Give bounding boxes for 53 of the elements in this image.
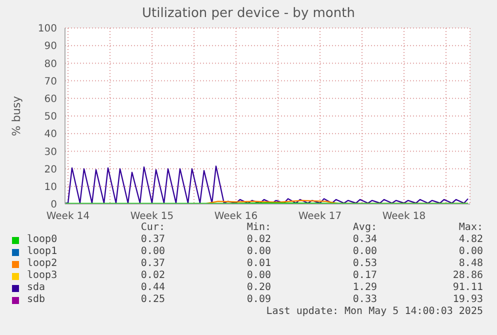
legend-label: loop1 [27, 246, 58, 258]
text: 0.25 [140, 294, 165, 306]
text: 0.20 [246, 282, 271, 294]
legend-label: loop0 [27, 234, 58, 246]
text: 8.48 [458, 258, 483, 270]
y-tick-label: 100 [38, 24, 57, 35]
text: 4.82 [458, 234, 483, 246]
text: 0.02 [246, 234, 271, 246]
y-tick-label: 0 [50, 200, 57, 211]
chart-title: Utilization per device - by month [141, 6, 356, 21]
y-tick-label: 10 [44, 182, 57, 193]
text: 0.53 [352, 258, 377, 270]
text: 0.00 [246, 246, 271, 258]
text: 28.86 [452, 270, 483, 282]
text: 0.37 [140, 258, 165, 270]
text: 0.02 [140, 270, 165, 282]
y-tick-label: 80 [44, 58, 57, 70]
x-tick-label: Week 14 [46, 211, 90, 222]
text: 0.00 [140, 246, 165, 258]
text: Avg: [352, 222, 377, 234]
y-axis-title: % busy [10, 95, 23, 136]
y-tick-label: 40 [44, 129, 57, 140]
text: 0.17 [352, 270, 377, 282]
y-tick-label: 30 [44, 146, 57, 158]
text: 0.09 [246, 294, 271, 306]
text: Min: [246, 222, 271, 234]
text: Max: [458, 222, 483, 234]
text: Last update: Mon May 5 14:00:03 2025 [265, 306, 483, 318]
x-tick-label: Week 18 [382, 211, 426, 222]
y-tick-label: 90 [44, 41, 57, 52]
y-tick-label: 70 [44, 76, 57, 88]
y-tick-label: 50 [44, 112, 57, 123]
text: 0.37 [140, 234, 165, 246]
text: 0.00 [458, 246, 483, 258]
text: 0.44 [140, 282, 165, 294]
text: 0.33 [352, 294, 377, 306]
text: 0.34 [352, 234, 377, 246]
legend-label: sdb [27, 294, 46, 306]
text: 91.11 [452, 282, 483, 294]
x-tick-label: Week 15 [130, 211, 174, 222]
legend-label: loop2 [27, 258, 58, 270]
x-tick-label: Week 17 [298, 211, 342, 222]
legend-label: loop3 [27, 270, 58, 282]
text: 1.29 [352, 282, 377, 294]
y-tick-label: 60 [44, 94, 57, 105]
y-tick-label: 20 [44, 164, 57, 176]
text: 0.00 [246, 270, 271, 282]
text: Cur: [140, 222, 165, 234]
text: 0.01 [246, 258, 271, 270]
text: 0.00 [352, 246, 377, 258]
x-tick-label: Week 16 [214, 211, 258, 222]
legend-label: sda [27, 282, 46, 294]
text: 19.93 [452, 294, 483, 306]
